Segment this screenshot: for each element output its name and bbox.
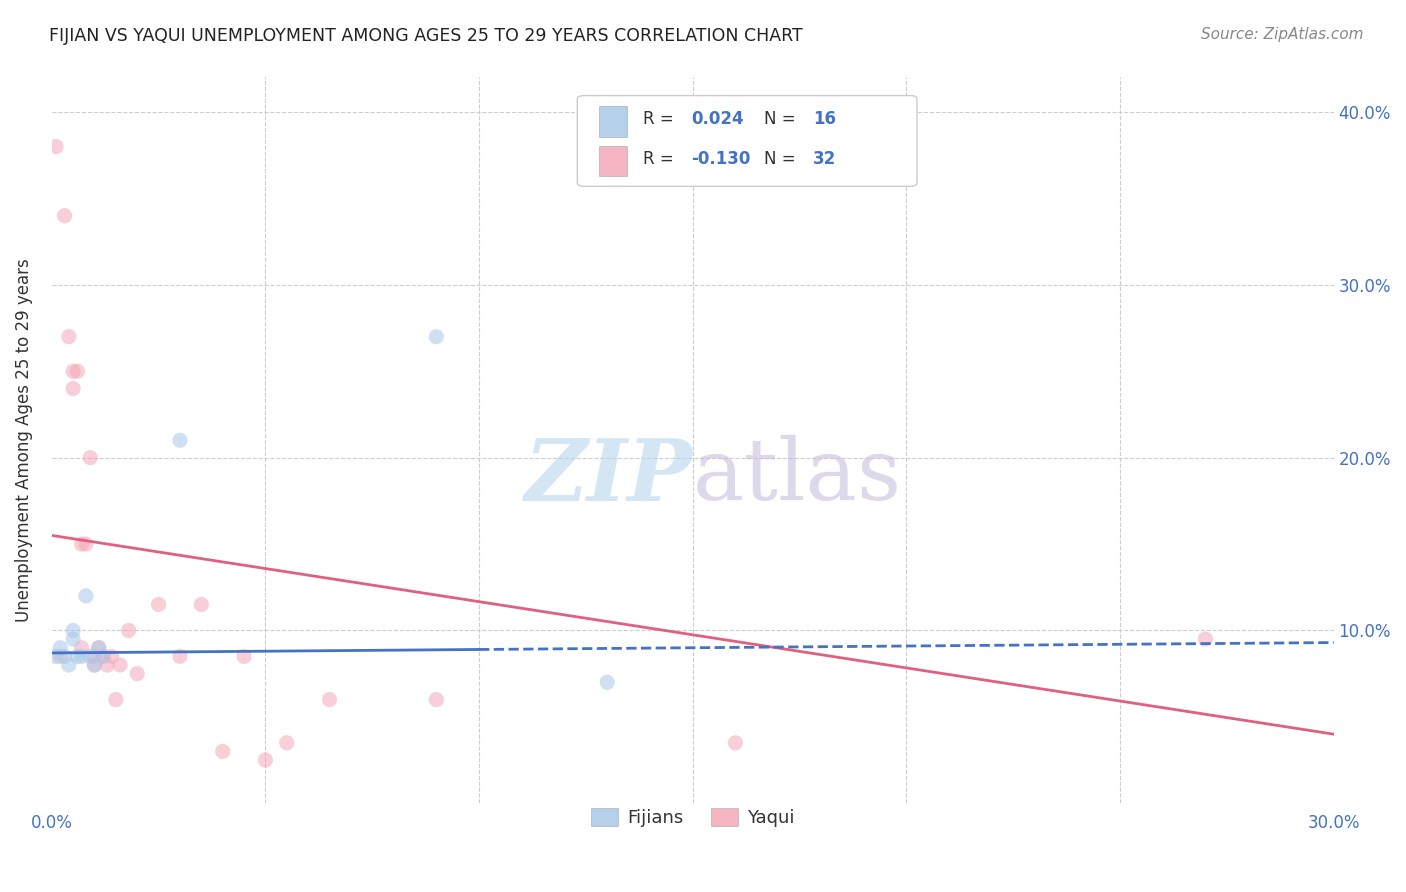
Point — [425, 329, 447, 343]
Point — [45, 139, 67, 153]
Point — [100, 649, 122, 664]
Point — [108, 658, 131, 673]
Point — [211, 744, 233, 758]
Text: 16: 16 — [813, 111, 837, 128]
Point — [58, 658, 80, 673]
Point — [83, 658, 105, 673]
Point — [87, 640, 110, 655]
Point — [62, 632, 84, 646]
Point — [425, 692, 447, 706]
Point — [127, 666, 149, 681]
Point — [79, 450, 101, 465]
Point — [62, 382, 84, 396]
Point — [62, 624, 84, 638]
Point — [1194, 632, 1216, 646]
Point — [91, 649, 114, 664]
Point — [49, 640, 72, 655]
Point — [318, 692, 340, 706]
Point — [70, 537, 93, 551]
Point — [233, 649, 256, 664]
Point — [276, 736, 298, 750]
Point — [96, 658, 118, 673]
Text: -0.130: -0.130 — [692, 151, 751, 169]
Legend: Fijians, Yaqui: Fijians, Yaqui — [583, 800, 801, 834]
Point — [75, 537, 97, 551]
FancyBboxPatch shape — [599, 145, 627, 176]
Point — [53, 209, 76, 223]
FancyBboxPatch shape — [578, 95, 917, 186]
Point — [62, 364, 84, 378]
Point — [91, 649, 114, 664]
Point — [53, 649, 76, 664]
Point — [87, 640, 110, 655]
Point — [104, 692, 127, 706]
Point — [254, 753, 277, 767]
Text: atlas: atlas — [693, 435, 901, 518]
Point — [49, 649, 72, 664]
Point — [190, 598, 212, 612]
Point — [148, 598, 170, 612]
Point — [75, 589, 97, 603]
Text: N =: N = — [765, 151, 801, 169]
Point — [70, 640, 93, 655]
Text: 0.024: 0.024 — [692, 111, 744, 128]
Text: 32: 32 — [813, 151, 837, 169]
Point — [45, 649, 67, 664]
FancyBboxPatch shape — [599, 106, 627, 136]
Point — [724, 736, 747, 750]
Point — [66, 364, 89, 378]
Y-axis label: Unemployment Among Ages 25 to 29 years: Unemployment Among Ages 25 to 29 years — [15, 259, 32, 623]
Point — [58, 329, 80, 343]
Text: ZIP: ZIP — [524, 435, 693, 518]
Point — [70, 649, 93, 664]
Point — [118, 624, 141, 638]
Text: N =: N = — [765, 111, 801, 128]
Point — [83, 658, 105, 673]
Text: Source: ZipAtlas.com: Source: ZipAtlas.com — [1201, 27, 1364, 42]
Point — [169, 649, 191, 664]
Point — [596, 675, 619, 690]
Text: FIJIAN VS YAQUI UNEMPLOYMENT AMONG AGES 25 TO 29 YEARS CORRELATION CHART: FIJIAN VS YAQUI UNEMPLOYMENT AMONG AGES … — [49, 27, 803, 45]
Point — [169, 434, 191, 448]
Point — [83, 649, 105, 664]
Point — [66, 649, 89, 664]
Point — [79, 649, 101, 664]
Text: R =: R = — [643, 151, 679, 169]
Text: R =: R = — [643, 111, 679, 128]
